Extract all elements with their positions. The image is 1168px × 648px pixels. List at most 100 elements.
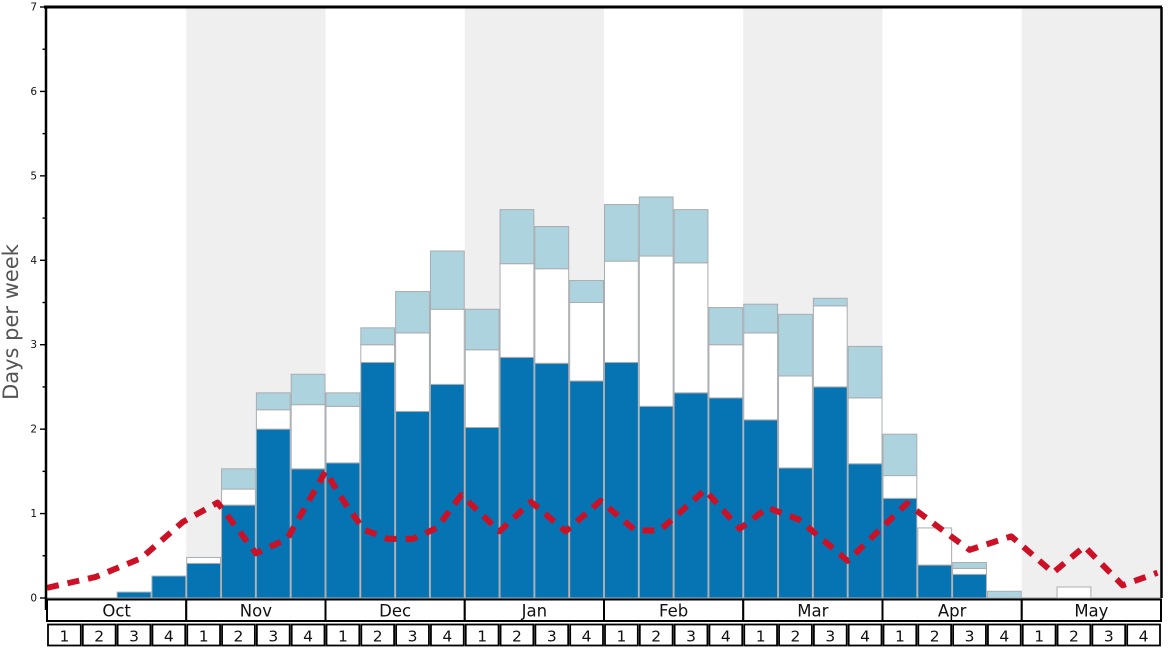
- bar-Feb-week2-white-days: [638, 255, 674, 407]
- week-cell-Dec-2: [360, 623, 396, 647]
- week-cell-Apr-1: [882, 623, 918, 647]
- month-label-Feb: Feb: [659, 602, 688, 621]
- bar-Mar-week3-white-days: [812, 305, 848, 388]
- y-tick-label-7: 7: [30, 2, 37, 14]
- bar-Nov-week3-light-blue-days: [255, 392, 291, 411]
- bar-Dec-week2-light-blue-days: [360, 327, 396, 346]
- bar-Feb-week1-light-blue-days: [604, 204, 639, 262]
- week-label-Jan-3: 3: [547, 628, 557, 646]
- week-label-Jan-2: 2: [512, 628, 522, 646]
- bar-Dec-week4-white-days: [429, 308, 465, 385]
- week-cell-Apr-3: [952, 623, 987, 647]
- week-label-Nov-4: 4: [303, 628, 313, 646]
- month-label-Oct: Oct: [102, 602, 131, 621]
- bar-Jan-week3-white-days: [534, 268, 570, 364]
- bar-Nov-week4-white-days: [290, 404, 326, 470]
- bar-Dec-week4-light-blue-days: [429, 250, 465, 310]
- week-cell-Oct-1: [47, 623, 82, 647]
- red-dashed-line: [46, 468, 1159, 591]
- bar-Apr-week3-dark-blue-days: [952, 573, 987, 599]
- week-label-Mar-1: 1: [756, 628, 766, 646]
- bar-Apr-week3-white-days: [952, 567, 987, 575]
- week-cell-Oct-4: [151, 623, 187, 647]
- bar-Oct-week3-dark-blue-days: [116, 591, 152, 599]
- week-label-Dec-1: 1: [338, 628, 348, 646]
- week-cell-Nov-2: [221, 623, 256, 647]
- week-cell-Jan-2: [499, 623, 535, 647]
- week-cell-Mar-4: [847, 623, 883, 647]
- bar-Nov-week4-dark-blue-days: [290, 468, 326, 599]
- y-tick-label-0: 0: [30, 593, 37, 605]
- bar-Dec-week3-white-days: [395, 332, 430, 412]
- bar-Feb-week2-dark-blue-days: [638, 405, 674, 599]
- bar-Dec-week4-dark-blue-days: [429, 383, 465, 599]
- bar-Jan-week1-light-blue-days: [464, 308, 500, 351]
- week-cell-Dec-4: [430, 623, 465, 647]
- bar-Jan-week2-light-blue-days: [499, 209, 535, 265]
- bar-Jan-week2-white-days: [499, 263, 535, 358]
- month-label-May: May: [1074, 602, 1108, 621]
- week-cell-Dec-1: [325, 623, 361, 647]
- bar-Mar-week4-white-days: [847, 397, 883, 465]
- week-cell-Feb-4: [708, 623, 744, 647]
- bar-Mar-week2-light-blue-days: [778, 313, 813, 377]
- plot-area: 0 1 2 3 4 5 6 7 Oct Nov Dec Jan Feb Mar Apr May 1 2 3 4 1 2 3 4…: [30, 2, 1163, 647]
- bar-Jan-week4-white-days: [569, 302, 604, 382]
- week-label-Jan-4: 4: [582, 628, 592, 646]
- week-label-Nov-2: 2: [234, 628, 244, 646]
- bar-Jan-week4-light-blue-days: [569, 280, 604, 304]
- bar-Jan-week1-dark-blue-days: [464, 426, 500, 599]
- week-label-Feb-3: 3: [686, 628, 696, 646]
- bar-Jan-week3-light-blue-days: [534, 226, 570, 270]
- bar-Dec-week2-white-days: [360, 344, 396, 363]
- bar-Dec-week3-light-blue-days: [395, 291, 430, 334]
- y-tick-label-2: 2: [30, 424, 37, 436]
- bar-Jan-week2-dark-blue-days: [499, 356, 535, 599]
- week-cell-Feb-3: [673, 623, 709, 647]
- week-label-Dec-2: 2: [373, 628, 383, 646]
- week-cell-May-1: [1021, 623, 1057, 647]
- y-tick-label-3: 3: [30, 339, 37, 351]
- bar-Nov-week3-dark-blue-days: [255, 428, 291, 599]
- bar-Feb-week3-light-blue-days: [673, 209, 709, 264]
- week-label-Nov-3: 3: [268, 628, 278, 646]
- week-cell-Oct-3: [116, 623, 152, 647]
- week-label-Mar-2: 2: [791, 628, 801, 646]
- week-cell-Jan-4: [569, 623, 604, 647]
- month-label-Mar: Mar: [797, 602, 828, 621]
- bar-Mar-week1-white-days: [743, 332, 779, 421]
- week-label-Apr-1: 1: [895, 628, 905, 646]
- bar-Mar-week2-white-days: [778, 375, 813, 469]
- week-cell-Apr-2: [917, 623, 953, 647]
- week-label-May-2: 2: [1069, 628, 1079, 646]
- week-cell-Feb-2: [638, 623, 674, 647]
- week-label-Oct-1: 1: [59, 628, 69, 646]
- week-label-Oct-4: 4: [164, 628, 174, 646]
- week-label-Apr-3: 3: [965, 628, 975, 646]
- week-label-May-4: 4: [1139, 628, 1149, 646]
- week-label-Dec-4: 4: [442, 628, 452, 646]
- bar-Dec-week2-dark-blue-days: [360, 361, 396, 599]
- bar-Apr-week2-dark-blue-days: [917, 564, 953, 599]
- week-cell-Mar-3: [812, 623, 848, 647]
- month-label-Jan: Jan: [521, 602, 547, 621]
- bar-Mar-week4-light-blue-days: [847, 345, 883, 399]
- bar-Nov-week1-white-days: [186, 556, 222, 564]
- bar-Dec-week3-dark-blue-days: [395, 410, 430, 599]
- bar-Nov-week3-white-days: [255, 409, 291, 430]
- week-cell-Mar-1: [743, 623, 778, 647]
- bar-Jan-week3-dark-blue-days: [534, 362, 570, 599]
- week-label-Jan-1: 1: [477, 628, 487, 646]
- bar-Jan-week4-dark-blue-days: [569, 380, 604, 599]
- week-label-May-3: 3: [1104, 628, 1114, 646]
- bar-May-week2-white-days: [1056, 586, 1092, 599]
- y-tick-label-6: 6: [30, 86, 37, 98]
- week-label-Mar-3: 3: [825, 628, 835, 646]
- bar-Nov-week1-dark-blue-days: [186, 562, 222, 599]
- month-band-Oct: [47, 7, 187, 598]
- week-label-Dec-3: 3: [408, 628, 418, 646]
- bar-Apr-week2-white-days: [917, 527, 953, 566]
- week-label-Feb-1: 1: [616, 628, 626, 646]
- bar-Apr-week1-light-blue-days: [882, 433, 918, 477]
- week-label-May-1: 1: [1034, 628, 1044, 646]
